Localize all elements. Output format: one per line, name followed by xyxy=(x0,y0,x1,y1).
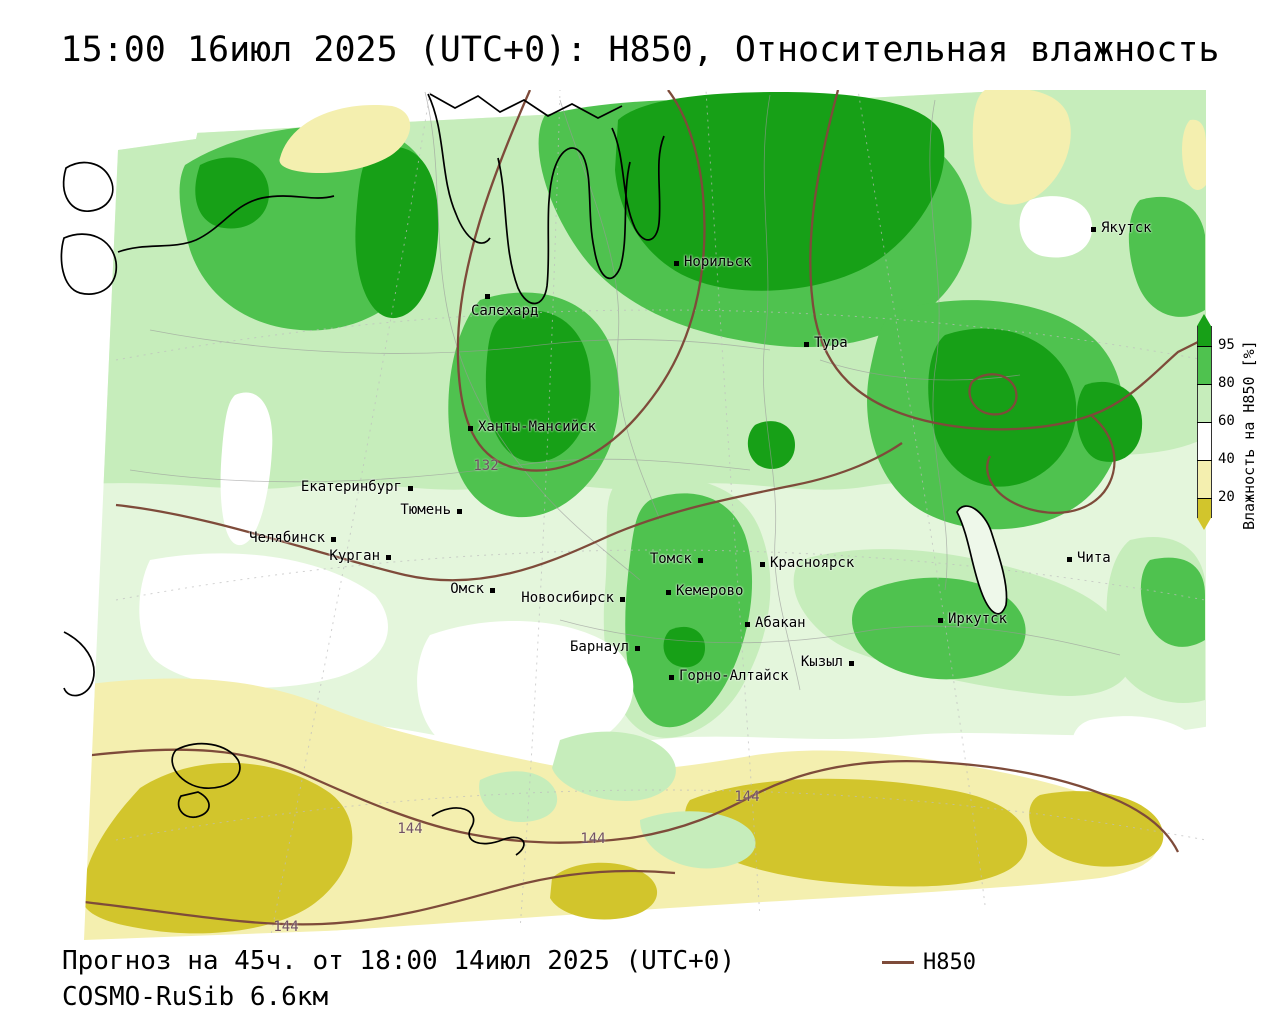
colorbar-segment xyxy=(1198,384,1211,422)
colorbar-segment xyxy=(1198,346,1211,384)
h850-legend-label: H850 xyxy=(923,950,976,975)
admin-boundaries xyxy=(129,91,1121,691)
contour-value-label: 132 xyxy=(473,458,499,474)
colorbar-segment xyxy=(1198,460,1211,498)
city-dot xyxy=(386,555,391,560)
city-label: Норильск xyxy=(684,254,752,270)
colorbar-tick-label: 95 xyxy=(1218,337,1235,353)
colorbar-tick-label: 20 xyxy=(1218,489,1235,505)
colorbar-tick-label: 40 xyxy=(1218,451,1235,467)
colorbar-segment xyxy=(1198,422,1211,460)
city-label: Тюмень xyxy=(400,502,451,518)
colorbar-arrow-up xyxy=(1197,314,1211,326)
city-label: Чита xyxy=(1077,550,1111,566)
map-title: 15:00 16июл 2025 (UTC+0): H850, Относите… xyxy=(60,30,1220,70)
city-label: Якутск xyxy=(1101,220,1152,236)
city-dot xyxy=(620,597,625,602)
colorbar-segment xyxy=(1198,326,1211,346)
colorbar-arrow-down xyxy=(1197,518,1211,530)
colorbar-segment xyxy=(1198,498,1211,518)
city-label: Барнаул xyxy=(569,639,629,655)
colorbar-tick-label: 60 xyxy=(1218,413,1235,429)
city-dot xyxy=(457,509,462,514)
city-label: Челябинск xyxy=(249,530,325,546)
coastlines xyxy=(60,93,1008,856)
city-dot xyxy=(485,294,490,299)
city-dot xyxy=(804,342,809,347)
city-dot xyxy=(490,588,495,593)
contour-value-label: 144 xyxy=(397,821,423,837)
graticule xyxy=(115,90,1206,940)
city-dot xyxy=(1091,227,1096,232)
city-dot xyxy=(938,618,943,623)
contour-value-label: 144 xyxy=(273,919,299,935)
city-dot xyxy=(669,675,674,680)
city-label: Новосибирск xyxy=(521,590,614,606)
colorbar-label: Влажность на H850 [%] xyxy=(1240,340,1258,530)
h850-contours xyxy=(84,90,1206,926)
humidity-colorbar: 95 80 60 40 20 xyxy=(1197,314,1235,530)
colorbar-tick-label: 80 xyxy=(1218,375,1235,391)
city-dot xyxy=(674,261,679,266)
colorbar-tick xyxy=(1197,345,1212,347)
city-label: Курган xyxy=(329,548,380,564)
h850-legend: H850 xyxy=(882,950,976,975)
contour-value-label: 144 xyxy=(734,789,760,805)
forecast-info: Прогноз на 45ч. от 18:00 14июл 2025 (UTC… xyxy=(62,946,736,976)
city-dot xyxy=(408,486,413,491)
h850-line-swatch xyxy=(882,961,914,964)
city-dot xyxy=(745,622,750,627)
city-dot xyxy=(331,537,336,542)
model-info: COSMO-RuSib 6.6км xyxy=(62,982,329,1012)
city-label: Кемерово xyxy=(676,583,744,599)
city-label: Екатеринбург xyxy=(300,479,402,495)
city-dot xyxy=(1067,557,1072,562)
city-label: Абакан xyxy=(755,615,806,631)
city-label: Кызыл xyxy=(800,654,843,670)
contour-value-label: 144 xyxy=(580,831,606,847)
city-dot xyxy=(635,646,640,651)
city-dot xyxy=(760,562,765,567)
city-dot xyxy=(698,558,703,563)
city-label: Тура xyxy=(814,335,848,351)
city-label: Ханты-Мансийск xyxy=(478,419,597,435)
city-dot xyxy=(849,661,854,666)
city-label: Иркутск xyxy=(948,611,1008,627)
colorbar-tick xyxy=(1197,383,1212,385)
colorbar-tick xyxy=(1197,497,1212,499)
city-label: Горно-Алтайск xyxy=(679,668,789,684)
colorbar-tick xyxy=(1197,459,1212,461)
city-dot xyxy=(468,426,473,431)
humidity-shading xyxy=(84,90,1206,940)
city-label: Красноярск xyxy=(770,555,855,571)
city-label: Салехард xyxy=(471,303,539,319)
colorbar-tick xyxy=(1197,421,1212,423)
city-label: Омск xyxy=(450,581,484,597)
city-dot xyxy=(666,590,671,595)
city-label: Томск xyxy=(649,551,692,567)
